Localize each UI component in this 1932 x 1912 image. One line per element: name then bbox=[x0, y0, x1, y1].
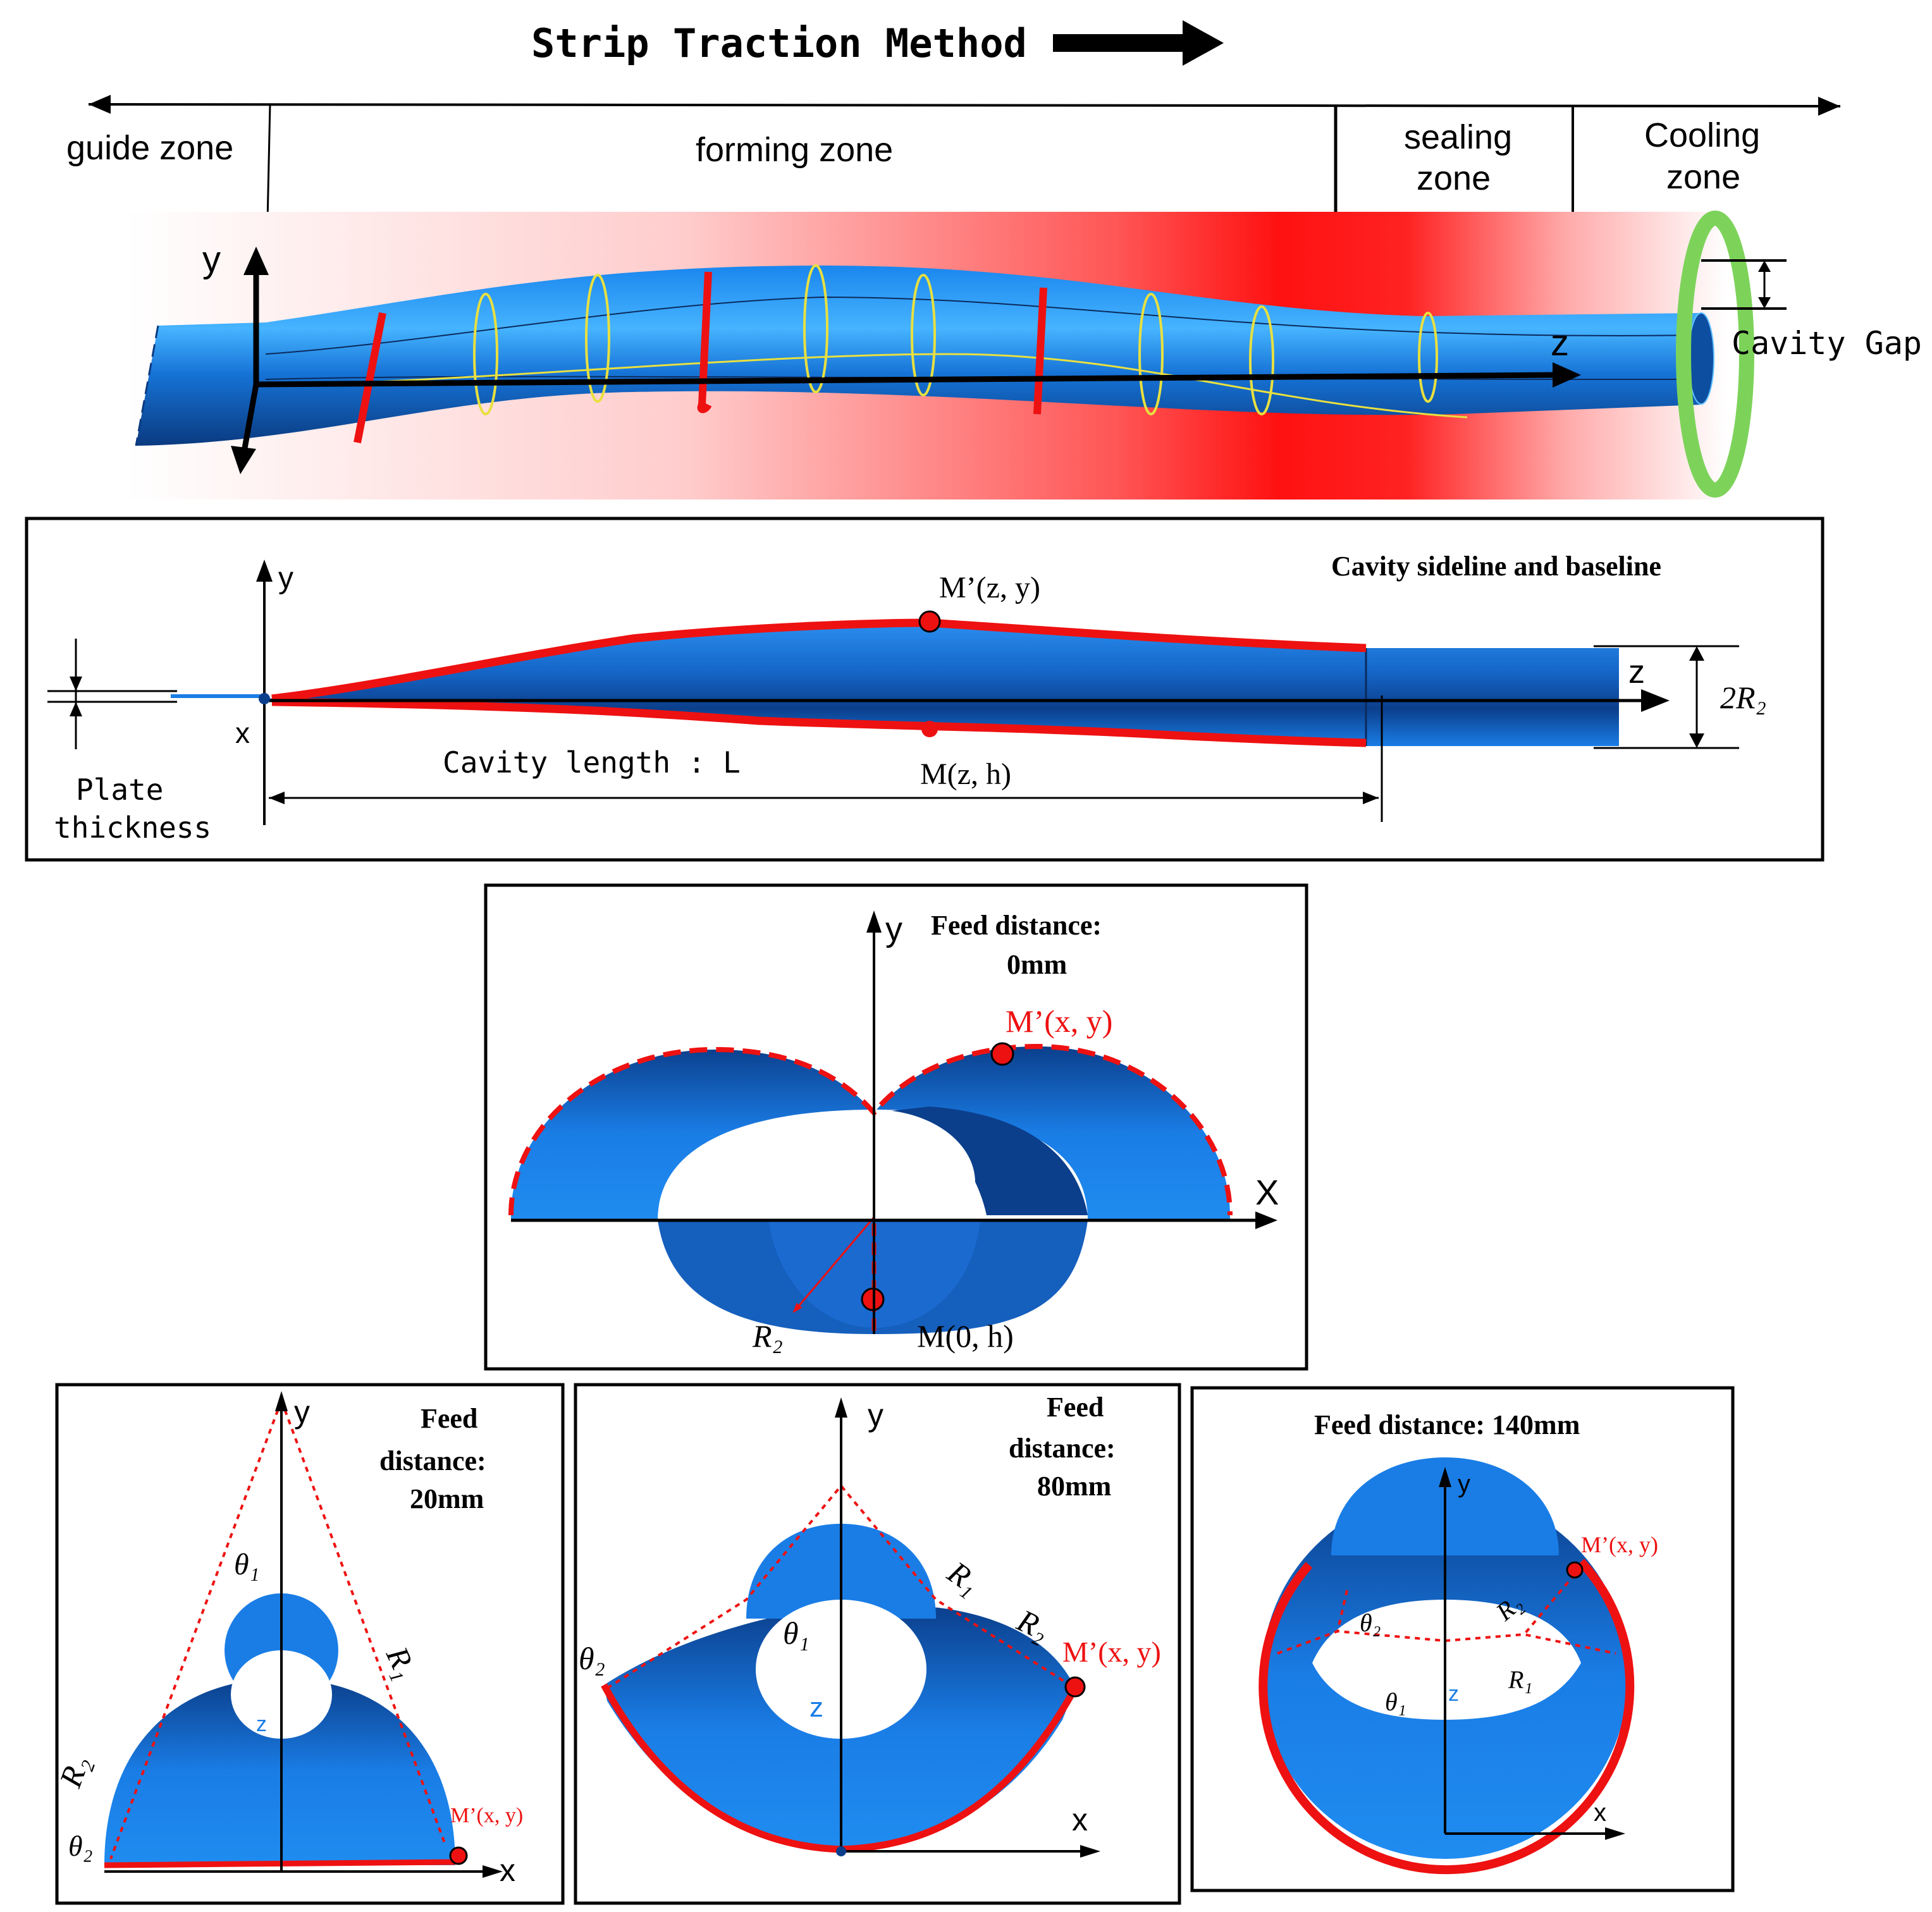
top-axis-y-label: y bbox=[202, 239, 221, 280]
feed0-label-2: 0mm bbox=[1007, 949, 1067, 980]
diameter-dimension bbox=[1594, 645, 1739, 749]
side-panel-title: Cavity sideline and baseline bbox=[1331, 551, 1661, 582]
feed0-label-1: Feed distance: bbox=[931, 910, 1102, 941]
top-axis-z-label: z bbox=[1551, 322, 1569, 364]
feed80-m-prime-label: M’(x, y) bbox=[1062, 1636, 1161, 1668]
forming-rings bbox=[354, 264, 1438, 444]
feed140-theta2-label: θ₂ bbox=[1360, 1609, 1381, 1637]
zone-arrow bbox=[88, 103, 1841, 107]
top-axes bbox=[231, 247, 1581, 474]
zone-forming-label: forming zone bbox=[696, 131, 893, 169]
feed140-panel-frame bbox=[1190, 1386, 1735, 1892]
feed20-r2-label: R₂ bbox=[52, 1751, 95, 1793]
feed20-m-prime-point bbox=[449, 1846, 468, 1865]
feed0-axes bbox=[511, 910, 1277, 1334]
side-axis-z-label: z bbox=[1628, 654, 1645, 690]
cooling-ring bbox=[1676, 211, 1754, 498]
plate-thickness-indicator bbox=[47, 639, 177, 749]
feed20-r1-label: R₁ bbox=[379, 1641, 424, 1684]
plate-thickness-label-1: Plate bbox=[76, 773, 163, 807]
feed80-panel-frame bbox=[574, 1383, 1181, 1905]
feed20-axis-z-label: z bbox=[256, 1712, 267, 1736]
feed140-label: Feed distance: 140mm bbox=[1314, 1409, 1580, 1440]
diameter-label: 2R₂ bbox=[1720, 680, 1766, 715]
feed80-theta1-label: θ₁ bbox=[783, 1615, 809, 1651]
feed20-m-prime-label: M’(x, y) bbox=[450, 1804, 523, 1827]
side-axis-y-label: y bbox=[278, 561, 293, 595]
feed140-theta1-label: θ₁ bbox=[1385, 1688, 1406, 1716]
feed80-cross-section bbox=[601, 1483, 1086, 1853]
feed20-axis-x-label: x bbox=[500, 1853, 515, 1888]
feed80-axis-z-label: z bbox=[809, 1692, 823, 1723]
feed20-label-3: 20mm bbox=[410, 1483, 484, 1514]
feed80-r1-label: R₁ bbox=[941, 1554, 987, 1601]
side-panel-frame bbox=[25, 517, 1824, 862]
feed20-panel-frame bbox=[55, 1383, 565, 1905]
feed0-m-prime-point bbox=[990, 1042, 1014, 1066]
feed80-axes bbox=[835, 1397, 1100, 1858]
feed140-m-prime-point bbox=[1566, 1561, 1584, 1579]
feed140-axis-x-label: x bbox=[1594, 1799, 1606, 1827]
feed20-label-2: distance: bbox=[379, 1445, 486, 1476]
cavity-length-dimension bbox=[269, 696, 1383, 822]
feed20-theta2-label: θ₂ bbox=[68, 1830, 93, 1862]
feed0-panel-frame bbox=[484, 883, 1308, 1371]
plate-thickness-label-2: thickness bbox=[54, 811, 211, 845]
feed80-label-1: Feed bbox=[1047, 1392, 1104, 1423]
feed0-axis-x-label: X bbox=[1255, 1172, 1279, 1212]
m-point bbox=[921, 721, 938, 737]
feed80-label-2: distance: bbox=[1009, 1433, 1116, 1464]
feed140-axis-z-label: z bbox=[1448, 1682, 1459, 1706]
cavity-gap-label: Cavity Gap bbox=[1732, 325, 1922, 362]
m-label: M(z, h) bbox=[920, 757, 1011, 791]
feed80-label-3: 80mm bbox=[1037, 1471, 1111, 1502]
m-prime-label: M’(z, y) bbox=[939, 571, 1040, 604]
zone-sealing-label-1: sealing bbox=[1404, 118, 1512, 156]
feed0-r2-label: R₂ bbox=[752, 1318, 783, 1354]
side-axes bbox=[256, 560, 1670, 825]
feed80-m-prime-point bbox=[1064, 1676, 1086, 1698]
feed140-m-prime-label: M’(x, y) bbox=[1581, 1532, 1658, 1557]
feed140-r1-label: R₁ bbox=[1508, 1665, 1532, 1694]
feed0-m-label: M(0, h) bbox=[917, 1318, 1014, 1354]
feed80-axis-x-label: x bbox=[1072, 1802, 1088, 1837]
feed140-axes bbox=[1439, 1467, 1625, 1840]
feed0-cross-section bbox=[508, 1042, 1233, 1337]
diagram-title: Strip Traction Method bbox=[531, 20, 1027, 66]
side-profile-shape bbox=[171, 610, 1619, 747]
feed0-axis-y-label: y bbox=[885, 910, 902, 948]
feed20-axis-y-label: y bbox=[294, 1394, 310, 1430]
cavity-length-label: Cavity length : L bbox=[443, 745, 741, 780]
traction-arrow bbox=[1053, 20, 1224, 66]
side-axis-x-label: x bbox=[235, 716, 250, 749]
zone-cooling-label-1: Cooling bbox=[1644, 116, 1760, 154]
zone-guide-label: guide zone bbox=[66, 129, 233, 167]
feed20-label-1: Feed bbox=[421, 1403, 477, 1434]
zone-cooling-label-2: zone bbox=[1666, 158, 1740, 196]
cavity-gap-indicator bbox=[1701, 259, 1787, 310]
feed80-theta2-label: θ₂ bbox=[579, 1641, 605, 1676]
m-prime-point bbox=[918, 610, 941, 633]
feed0-m-prime-label: M’(x, y) bbox=[1006, 1003, 1112, 1039]
feed80-axis-y-label: y bbox=[868, 1397, 883, 1433]
feed20-theta1-label: θ₁ bbox=[234, 1548, 259, 1581]
feed20-axes bbox=[104, 1391, 503, 1878]
zone-sealing-label-2: zone bbox=[1417, 159, 1491, 197]
feed140-axis-y-label: y bbox=[1458, 1470, 1470, 1498]
